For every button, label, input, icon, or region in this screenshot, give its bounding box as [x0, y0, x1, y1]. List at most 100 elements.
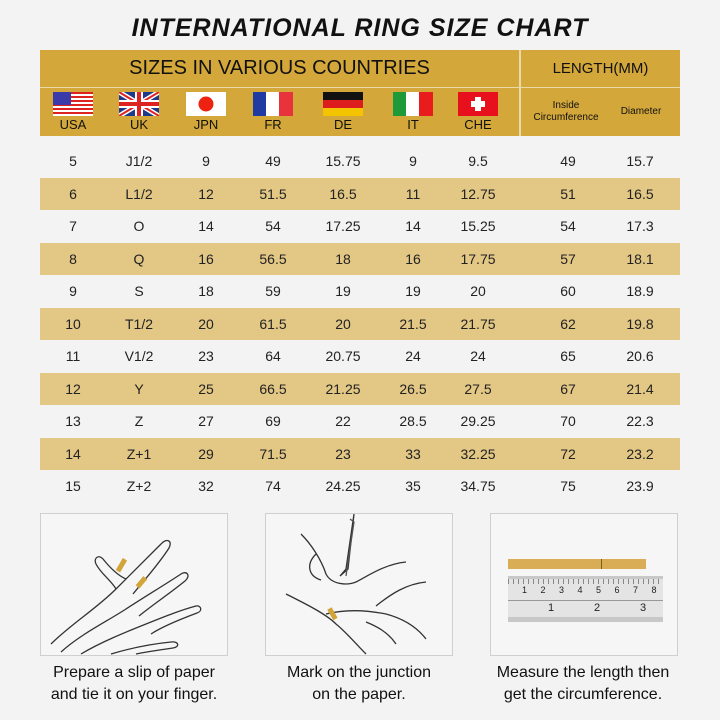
paper-strip: [508, 559, 646, 569]
cell-uk: Z: [134, 413, 144, 429]
table-row: 13 Z 27 69 22 28.5 29.25 70 22.3: [40, 405, 680, 438]
cell-inside-circumference: 70: [560, 413, 576, 429]
cell-che: 32.25: [460, 445, 496, 462]
country-uk: UK: [106, 92, 172, 132]
japan-flag-icon: [186, 92, 226, 116]
caption-line: Mark on the junction: [286, 664, 432, 681]
cell-it: 26.5: [399, 380, 427, 397]
sizes-header: SIZES IN VARIOUS COUNTRIES: [129, 57, 430, 79]
cell-inside-circumference: 75: [560, 478, 576, 494]
cell-fr: 51.5: [259, 185, 287, 202]
country-label: DE: [333, 117, 353, 132]
italy-flag-icon: [393, 92, 433, 116]
cell-fr: 59: [265, 283, 281, 299]
ruler-tick-label: 5: [596, 585, 602, 595]
country-de: DE: [310, 92, 376, 132]
table-row: 7 O 14 54 17.25 14 15.25 54 17.3: [40, 210, 680, 243]
country-fr: FR: [240, 92, 306, 132]
cell-de: 17.25: [325, 218, 361, 234]
us-flag-icon: [53, 92, 93, 116]
ruler-tick-label: 7: [633, 585, 639, 595]
hand-with-paper-icon: [50, 539, 202, 655]
cell-usa: 14: [65, 445, 81, 462]
germany-flag-icon: [323, 92, 363, 116]
cell-it: 28.5: [399, 413, 427, 429]
cell-fr: 66.5: [259, 380, 287, 397]
cell-it: 24: [405, 348, 421, 364]
length-header: LENGTH(MM): [552, 60, 649, 77]
caption-line: get the circumference.: [503, 686, 663, 703]
cell-uk: Z+2: [126, 478, 152, 494]
cell-de: 20.75: [325, 348, 361, 364]
cell-inside-circumference: 54: [560, 218, 576, 234]
cell-usa: 13: [65, 413, 81, 429]
ruler-tick-label: 1: [548, 602, 555, 614]
cell-jpn: 12: [198, 185, 214, 202]
cell-diameter: 20.6: [626, 348, 654, 364]
ruler-tick-label: 2: [540, 585, 546, 595]
cell-inside-circumference: 65: [560, 348, 576, 364]
country-usa: USA: [40, 92, 106, 132]
cell-che: 15.25: [460, 218, 496, 234]
cell-che: 34.75: [460, 478, 496, 494]
cell-diameter: 23.2: [626, 445, 654, 462]
cell-uk: Q: [133, 250, 145, 267]
switzerland-flag-icon: [458, 92, 498, 116]
cell-usa: 9: [69, 283, 77, 299]
divider: [40, 87, 680, 88]
inside-circumference-header: Inside Circumference: [533, 100, 599, 123]
cell-uk: L1/2: [125, 185, 153, 202]
country-label: IT: [407, 117, 419, 132]
cell-inside-circumference: 60: [560, 283, 576, 299]
table-row: 8 Q 16 56.5 18 16 17.75 57 18.1: [40, 242, 680, 275]
ruler-tick-label: 8: [651, 585, 657, 595]
cell-fr: 74: [265, 478, 281, 494]
country-label: FR: [264, 117, 282, 132]
cell-jpn: 18: [198, 283, 214, 299]
step-1-caption: Prepare a slip of paper and tie it on you…: [14, 662, 254, 706]
table-row: 6 L1/2 12 51.5 16.5 11 12.75 51 16.5: [40, 177, 680, 210]
cell-diameter: 19.8: [626, 315, 654, 332]
cell-jpn: 16: [198, 250, 214, 267]
ruler-tick-label: 4: [577, 585, 583, 595]
cell-che: 12.75: [460, 185, 496, 202]
cell-uk: T1/2: [124, 315, 154, 332]
cell-usa: 7: [69, 218, 77, 234]
cell-jpn: 25: [198, 380, 214, 397]
diameter-header: Diameter: [620, 106, 662, 117]
cell-de: 16.5: [329, 185, 357, 202]
cell-jpn: 14: [198, 218, 214, 234]
cell-usa: 10: [65, 315, 81, 332]
country-it: IT: [380, 92, 446, 132]
cell-uk: J1/2: [125, 153, 153, 169]
cell-it: 16: [405, 250, 421, 267]
caption-line: on the paper.: [312, 686, 406, 703]
cell-fr: 49: [265, 153, 281, 169]
country-label: JPN: [193, 117, 219, 132]
table-row: 12 Y 25 66.5 21.25 26.5 27.5 67 21.4: [40, 372, 680, 405]
cell-jpn: 23: [198, 348, 214, 364]
cell-it: 21.5: [399, 315, 427, 332]
cell-usa: 12: [65, 380, 81, 397]
cell-uk: S: [134, 283, 144, 299]
cell-jpn: 29: [198, 445, 214, 462]
cell-diameter: 18.9: [626, 283, 654, 299]
cell-jpn: 32: [198, 478, 214, 494]
cell-uk: Y: [134, 380, 144, 397]
cell-de: 20: [335, 315, 351, 332]
cell-che: 20: [470, 283, 486, 299]
cell-uk: V1/2: [124, 348, 154, 364]
cell-inside-circumference: 49: [560, 153, 576, 169]
ruler-tick-label: 3: [559, 585, 565, 595]
table-header: SIZES IN VARIOUS COUNTRIES LENGTH(MM) US…: [40, 50, 680, 136]
caption-line: Prepare a slip of paper: [53, 664, 215, 681]
country-label: UK: [129, 117, 149, 132]
table-row: 10 T1/2 20 61.5 20 21.5 21.75 62 19.8: [40, 307, 680, 340]
divider: [519, 50, 521, 136]
cell-de: 22: [335, 413, 351, 429]
cell-diameter: 16.5: [626, 185, 654, 202]
cell-usa: 11: [65, 348, 81, 364]
table-row: 9 S 18 59 19 19 20 60 18.9: [40, 275, 680, 308]
